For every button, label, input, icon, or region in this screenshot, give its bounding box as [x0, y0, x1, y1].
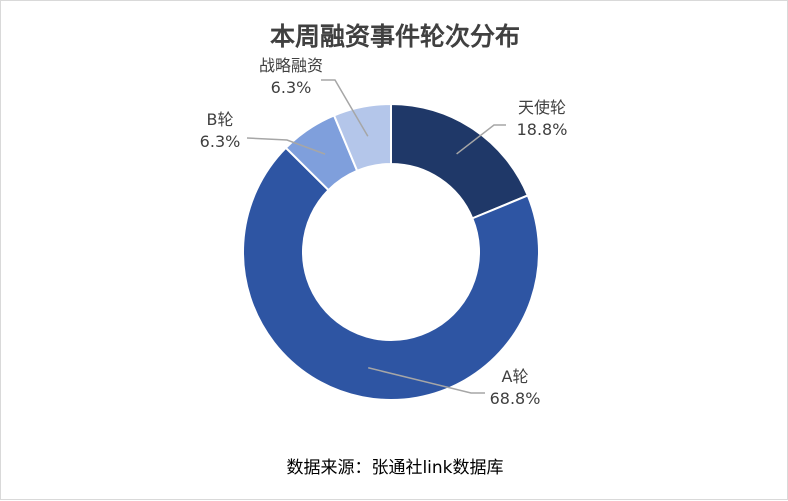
slice-天使轮	[390, 102, 530, 220]
slice-label-name: 战略融资	[259, 56, 323, 75]
slice-label-name: 天使轮	[518, 98, 566, 117]
data-source-note: 数据来源：张通社link数据库	[286, 458, 504, 478]
leader-line-A轮	[368, 367, 485, 394]
leader-line-B轮	[246, 137, 326, 155]
leader-line-天使轮	[456, 124, 506, 155]
slice-label-value: 18.8%	[517, 120, 568, 139]
leader-line-战略融资	[321, 79, 369, 137]
slice-label-value: 68.8%	[490, 389, 541, 408]
chart-title: 本周融资事件轮次分布	[269, 22, 520, 51]
slice-label-name: B轮	[207, 110, 234, 129]
slice-label-value: 6.3%	[200, 132, 241, 151]
slice-战略融资	[332, 102, 392, 173]
slice-label-value: 6.3%	[271, 78, 312, 97]
slice-A轮	[242, 146, 540, 401]
slice-label-name: A轮	[502, 367, 529, 386]
